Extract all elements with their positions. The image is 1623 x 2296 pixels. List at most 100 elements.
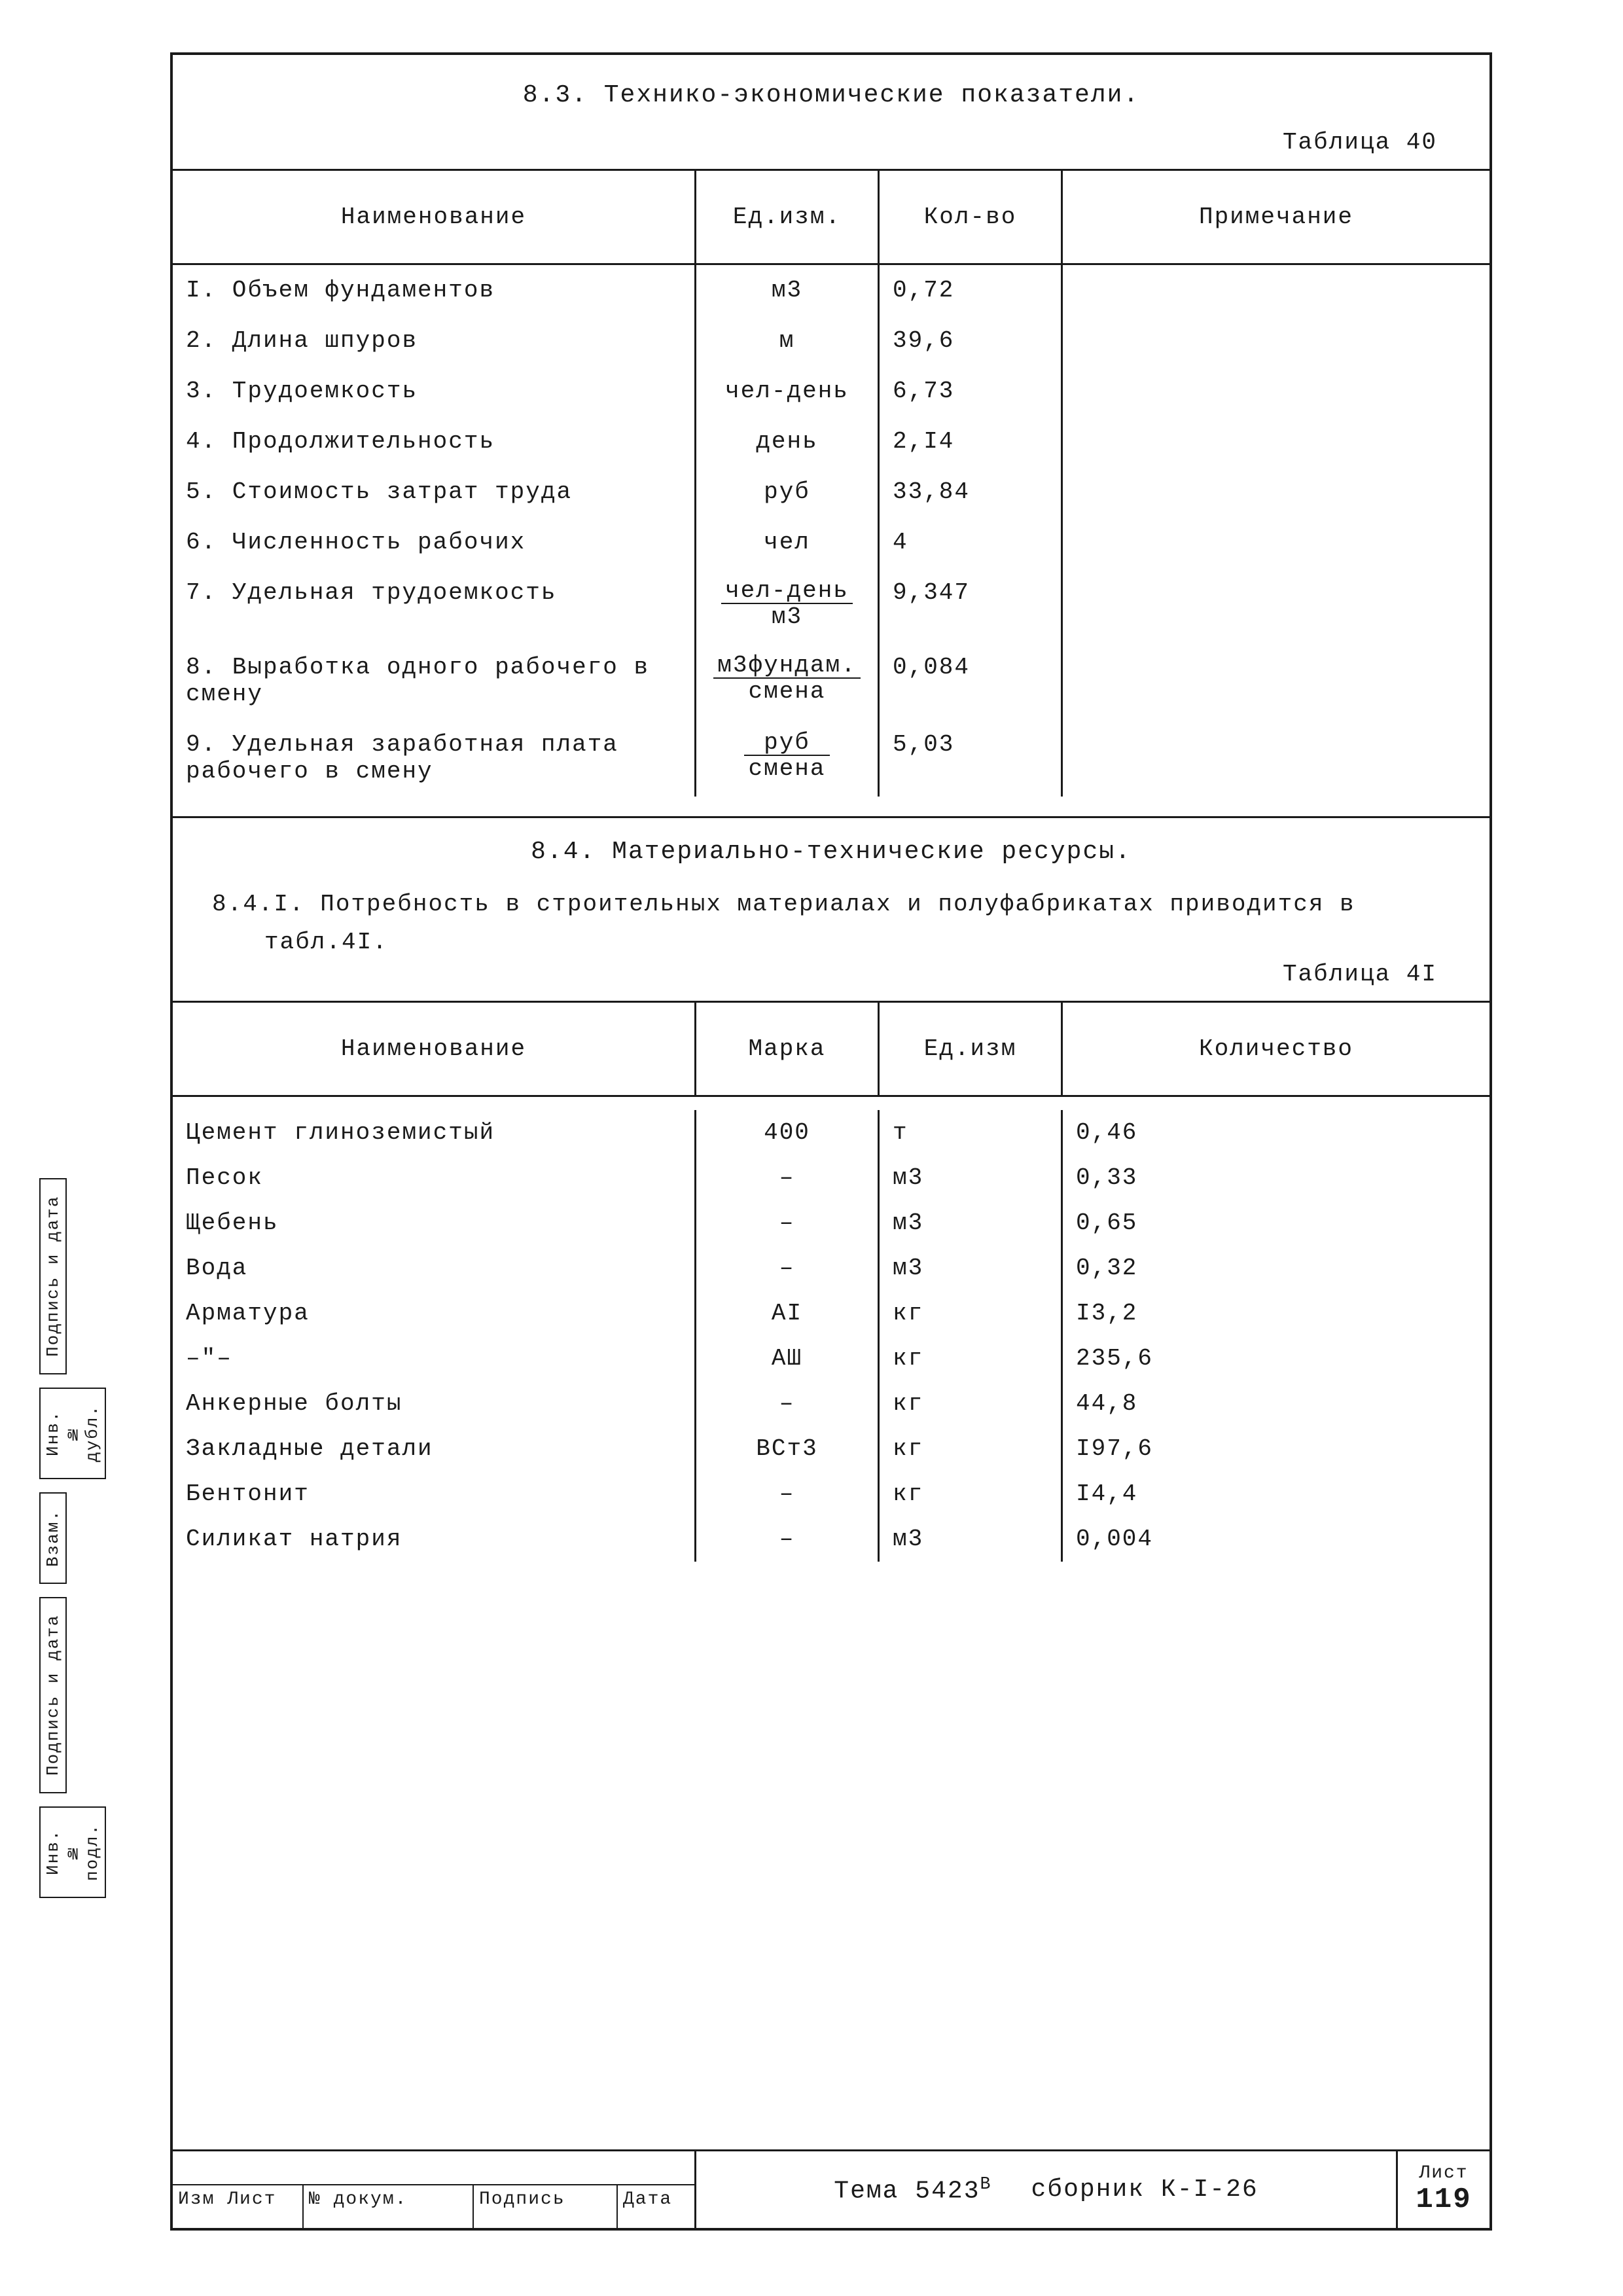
cell-qty: 4 — [880, 517, 1063, 567]
cell-qty: I4,4 — [1063, 1471, 1489, 1516]
section-84-subtext: 8.4.I. Потребность в строительных матери… — [212, 886, 1450, 961]
cell-note — [1063, 517, 1489, 567]
table-row: Цемент глиноземистый400т0,46 — [173, 1110, 1489, 1155]
table-row: 6. Численность рабочихчел4 — [173, 517, 1489, 567]
cell-unit: м3 — [880, 1155, 1063, 1200]
cell-qty: 2,I4 — [880, 416, 1063, 467]
cell-unit: т — [880, 1110, 1063, 1155]
th-note: Примечание — [1063, 171, 1489, 263]
cell-unit: чел-день — [696, 366, 880, 416]
cell-mark: 400 — [696, 1110, 880, 1155]
cell-qty: 0,65 — [1063, 1200, 1489, 1246]
cell-unit: кг — [880, 1381, 1063, 1426]
cell-qty: I3,2 — [1063, 1291, 1489, 1336]
tab-inv-dubl: Инв. № дубл. — [39, 1388, 106, 1479]
cell-qty: 5,03 — [880, 719, 1063, 797]
table-row: I. Объем фундаментовм30,72 — [173, 265, 1489, 315]
table40-caption: Таблица 40 — [173, 129, 1489, 156]
cell-unit: чел-деньм3 — [696, 567, 880, 642]
tb-izm-list: Изм Лист — [173, 2184, 304, 2228]
cell-name: Анкерные болты — [173, 1381, 696, 1426]
th41-unit: Ед.изм — [880, 1003, 1063, 1095]
cell-qty: 0,33 — [1063, 1155, 1489, 1200]
table-row: Песок–м30,33 — [173, 1155, 1489, 1200]
cell-unit: м3 — [696, 265, 880, 315]
table-row: Щебень–м30,65 — [173, 1200, 1489, 1246]
cell-name: Вода — [173, 1246, 696, 1291]
cell-name: Арматура — [173, 1291, 696, 1336]
cell-name: Закладные детали — [173, 1426, 696, 1471]
th41-name: Наименование — [173, 1003, 696, 1095]
cell-unit: м3 — [880, 1246, 1063, 1291]
cell-name: 2. Длина шпуров — [173, 315, 696, 366]
cell-mark: – — [696, 1200, 880, 1246]
table-row: 5. Стоимость затрат трударуб33,84 — [173, 467, 1489, 517]
cell-mark: АШ — [696, 1336, 880, 1381]
cell-unit: чел — [696, 517, 880, 567]
cell-mark: – — [696, 1155, 880, 1200]
cell-name: –"– — [173, 1336, 696, 1381]
cell-name: 9. Удельная заработная плата рабочего в … — [173, 719, 696, 797]
th-name: Наименование — [173, 171, 696, 263]
cell-note — [1063, 315, 1489, 366]
table-row: 4. Продолжительностьдень2,I4 — [173, 416, 1489, 467]
table-row: Силикат натрия–м30,004 — [173, 1516, 1489, 1562]
table-row: 8. Выработка одного рабочего в сменум3фу… — [173, 642, 1489, 719]
cell-note — [1063, 366, 1489, 416]
section-83-title: 8.3. Технико-экономические показатели. — [173, 81, 1489, 109]
cell-note — [1063, 642, 1489, 719]
tb-podpis: Подпись — [474, 2184, 618, 2228]
cell-name: 8. Выработка одного рабочего в смену — [173, 642, 696, 719]
tab-vzam: Взам. — [39, 1492, 67, 1584]
cell-unit: м3 — [880, 1516, 1063, 1562]
cell-unit: кг — [880, 1336, 1063, 1381]
cell-unit: кг — [880, 1291, 1063, 1336]
tab-signature-date-2: Подпись и дата — [39, 1597, 67, 1793]
cell-qty: I97,6 — [1063, 1426, 1489, 1471]
cell-qty: 44,8 — [1063, 1381, 1489, 1426]
cell-note — [1063, 265, 1489, 315]
table-41: Наименование Марка Ед.изм Количество Цем… — [173, 1001, 1489, 2228]
table-row: –"–АШкг235,6 — [173, 1336, 1489, 1381]
th-unit: Ед.изм. — [696, 171, 880, 263]
cell-mark: ВСт3 — [696, 1426, 880, 1471]
table41-body: Цемент глиноземистый400т0,46Песок–м30,33… — [173, 1097, 1489, 2149]
cell-qty: 235,6 — [1063, 1336, 1489, 1381]
cell-name: Песок — [173, 1155, 696, 1200]
cell-mark: – — [696, 1471, 880, 1516]
cell-qty: 0,084 — [880, 642, 1063, 719]
table-row: Вода–м30,32 — [173, 1246, 1489, 1291]
cell-name: 6. Численность рабочих — [173, 517, 696, 567]
tema-label: Тема 5423В — [834, 2174, 991, 2206]
cell-mark: – — [696, 1246, 880, 1291]
cell-unit: кг — [880, 1426, 1063, 1471]
title-block-center: Тема 5423В сборник К-I-26 — [696, 2151, 1398, 2228]
cell-mark: АI — [696, 1291, 880, 1336]
title-block: Изм Лист № докум. Подпись Дата Тема 5423… — [173, 2149, 1489, 2228]
cell-unit: руб — [696, 467, 880, 517]
cell-qty: 33,84 — [880, 467, 1063, 517]
cell-name: Бентонит — [173, 1471, 696, 1516]
table-row: 7. Удельная трудоемкостьчел-деньм39,347 — [173, 567, 1489, 642]
cell-qty: 0,72 — [880, 265, 1063, 315]
tab-signature-date-1: Подпись и дата — [39, 1178, 67, 1374]
title-block-left: Изм Лист № докум. Подпись Дата — [173, 2151, 696, 2228]
cell-mark: – — [696, 1516, 880, 1562]
cell-unit: день — [696, 416, 880, 467]
cell-qty: 9,347 — [880, 567, 1063, 642]
tb-dokum: № докум. — [304, 2184, 474, 2228]
tb-data: Дата — [618, 2184, 696, 2228]
table-row: Бентонит–кгI4,4 — [173, 1471, 1489, 1516]
cell-name: Силикат натрия — [173, 1516, 696, 1562]
th-qty: Кол-во — [880, 171, 1063, 263]
cell-unit: рубсмена — [696, 719, 880, 797]
cell-name: 5. Стоимость затрат труда — [173, 467, 696, 517]
cell-name: 4. Продолжительность — [173, 416, 696, 467]
list-label: Лист — [1419, 2163, 1468, 2183]
table-row: 3. Трудоемкостьчел-день6,73 — [173, 366, 1489, 416]
cell-qty: 0,32 — [1063, 1246, 1489, 1291]
cell-unit: м3 — [880, 1200, 1063, 1246]
cell-note — [1063, 416, 1489, 467]
cell-note — [1063, 719, 1489, 797]
cell-unit: кг — [880, 1471, 1063, 1516]
